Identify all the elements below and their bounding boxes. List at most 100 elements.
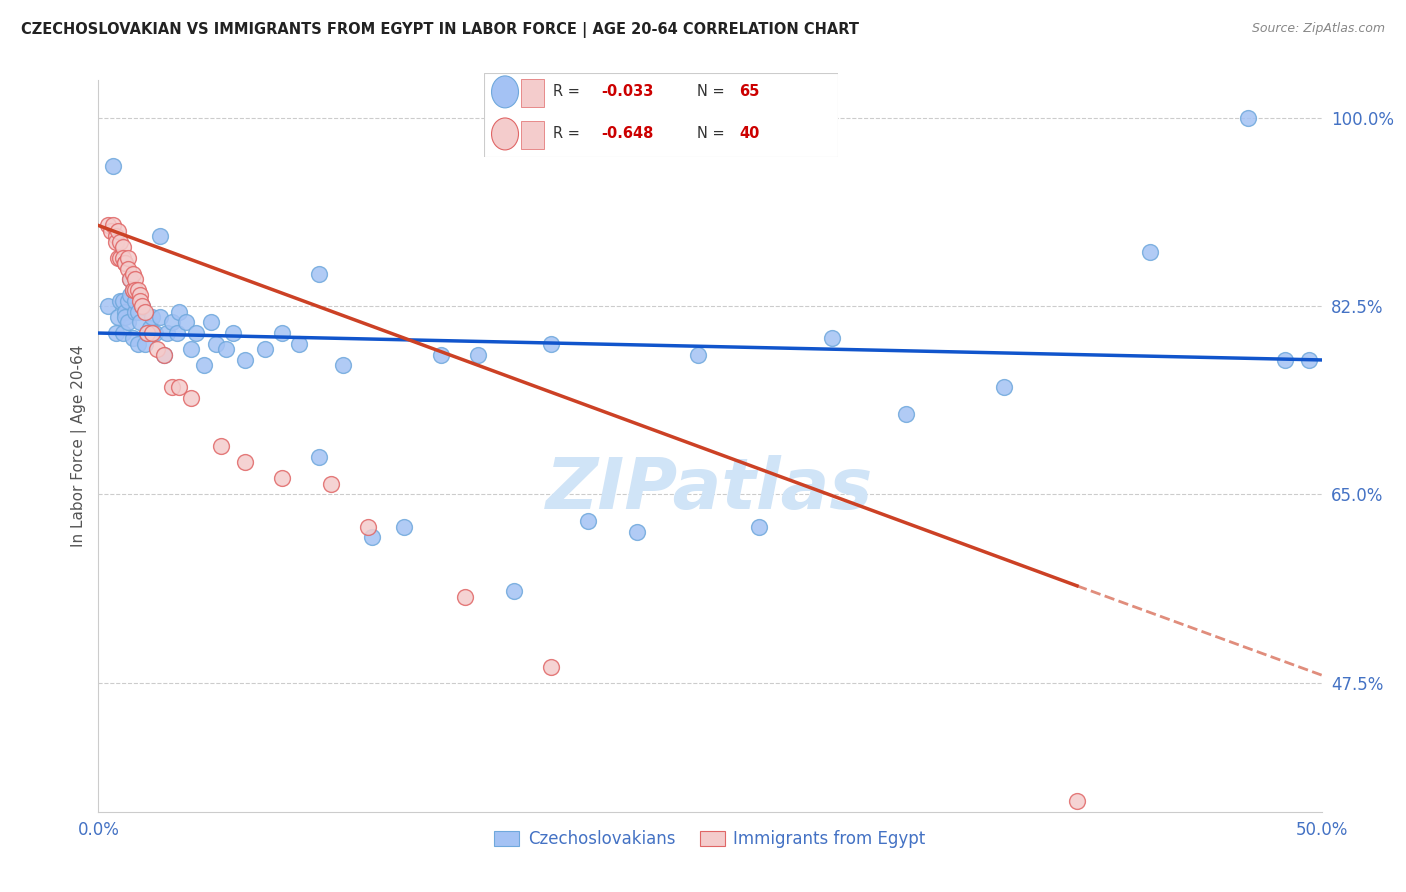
Point (186, 326, 208, 340)
Point (319, 476, 342, 491)
Point (114, 256, 136, 270)
Point (111, 240, 134, 254)
Point (308, 267, 330, 281)
Point (110, 293, 132, 308)
Point (166, 326, 188, 340)
Point (209, 439, 232, 453)
Point (361, 530, 384, 544)
Point (111, 326, 134, 340)
Point (332, 359, 354, 373)
Point (121, 267, 143, 281)
Point (104, 229, 127, 244)
Point (107, 224, 129, 238)
Point (141, 310, 163, 324)
Point (120, 272, 142, 286)
Point (1298, 353, 1320, 368)
Point (110, 251, 132, 265)
Point (100, 224, 122, 238)
Y-axis label: In Labor Force | Age 20-64: In Labor Force | Age 20-64 (72, 345, 87, 547)
Point (131, 299, 153, 313)
Point (121, 283, 143, 297)
Point (894, 407, 917, 421)
Point (214, 342, 236, 356)
Point (104, 326, 127, 340)
Point (129, 288, 152, 302)
Point (143, 326, 166, 340)
Point (233, 353, 256, 368)
Point (97, 299, 120, 313)
Point (117, 261, 139, 276)
Point (114, 310, 136, 324)
Point (540, 659, 562, 673)
Point (180, 391, 202, 405)
Point (129, 293, 152, 308)
Point (101, 159, 124, 173)
Point (503, 584, 526, 599)
Point (124, 293, 146, 308)
Point (222, 326, 245, 340)
Point (993, 380, 1015, 394)
Point (1139, 245, 1161, 260)
Point (107, 310, 129, 324)
Point (134, 304, 156, 318)
Point (748, 519, 770, 533)
Point (114, 304, 136, 318)
Point (124, 272, 146, 286)
Point (111, 251, 134, 265)
Point (121, 331, 143, 345)
Point (821, 331, 844, 345)
Point (180, 342, 202, 356)
Point (1237, 111, 1260, 125)
Point (1066, 794, 1088, 808)
Point (149, 229, 172, 244)
Point (686, 347, 709, 362)
Point (392, 519, 416, 533)
Point (136, 326, 159, 340)
Point (356, 519, 378, 533)
Point (200, 315, 222, 329)
Point (107, 251, 129, 265)
Point (129, 315, 152, 329)
Text: Source: ZipAtlas.com: Source: ZipAtlas.com (1251, 22, 1385, 36)
Point (167, 380, 190, 394)
Point (205, 336, 228, 351)
Point (124, 283, 146, 297)
Point (117, 293, 139, 308)
Point (576, 514, 599, 528)
Point (1274, 353, 1296, 368)
Point (540, 336, 562, 351)
Point (153, 347, 176, 362)
Point (167, 304, 190, 318)
Point (430, 347, 453, 362)
Point (114, 256, 136, 270)
Point (467, 347, 489, 362)
Point (117, 251, 139, 265)
Point (134, 336, 156, 351)
Point (136, 326, 159, 340)
Point (121, 283, 143, 297)
Text: ZIPatlas: ZIPatlas (547, 456, 873, 524)
Point (111, 293, 134, 308)
Point (233, 455, 256, 469)
Point (288, 336, 311, 351)
Point (127, 283, 149, 297)
Point (97, 219, 120, 233)
Point (117, 315, 139, 329)
Point (110, 235, 132, 249)
Point (156, 326, 179, 340)
Point (454, 590, 477, 604)
Point (127, 336, 149, 351)
Point (124, 304, 146, 318)
Point (176, 315, 198, 329)
Text: CZECHOSLOVAKIAN VS IMMIGRANTS FROM EGYPT IN LABOR FORCE | AGE 20-64 CORRELATION : CZECHOSLOVAKIAN VS IMMIGRANTS FROM EGYPT… (21, 22, 859, 38)
Point (153, 347, 176, 362)
Point (193, 359, 215, 373)
Point (120, 272, 142, 286)
Point (270, 471, 294, 485)
Point (127, 304, 149, 318)
Point (160, 380, 183, 394)
Point (120, 288, 142, 302)
Point (149, 310, 172, 324)
Point (270, 326, 294, 340)
Point (146, 342, 169, 356)
